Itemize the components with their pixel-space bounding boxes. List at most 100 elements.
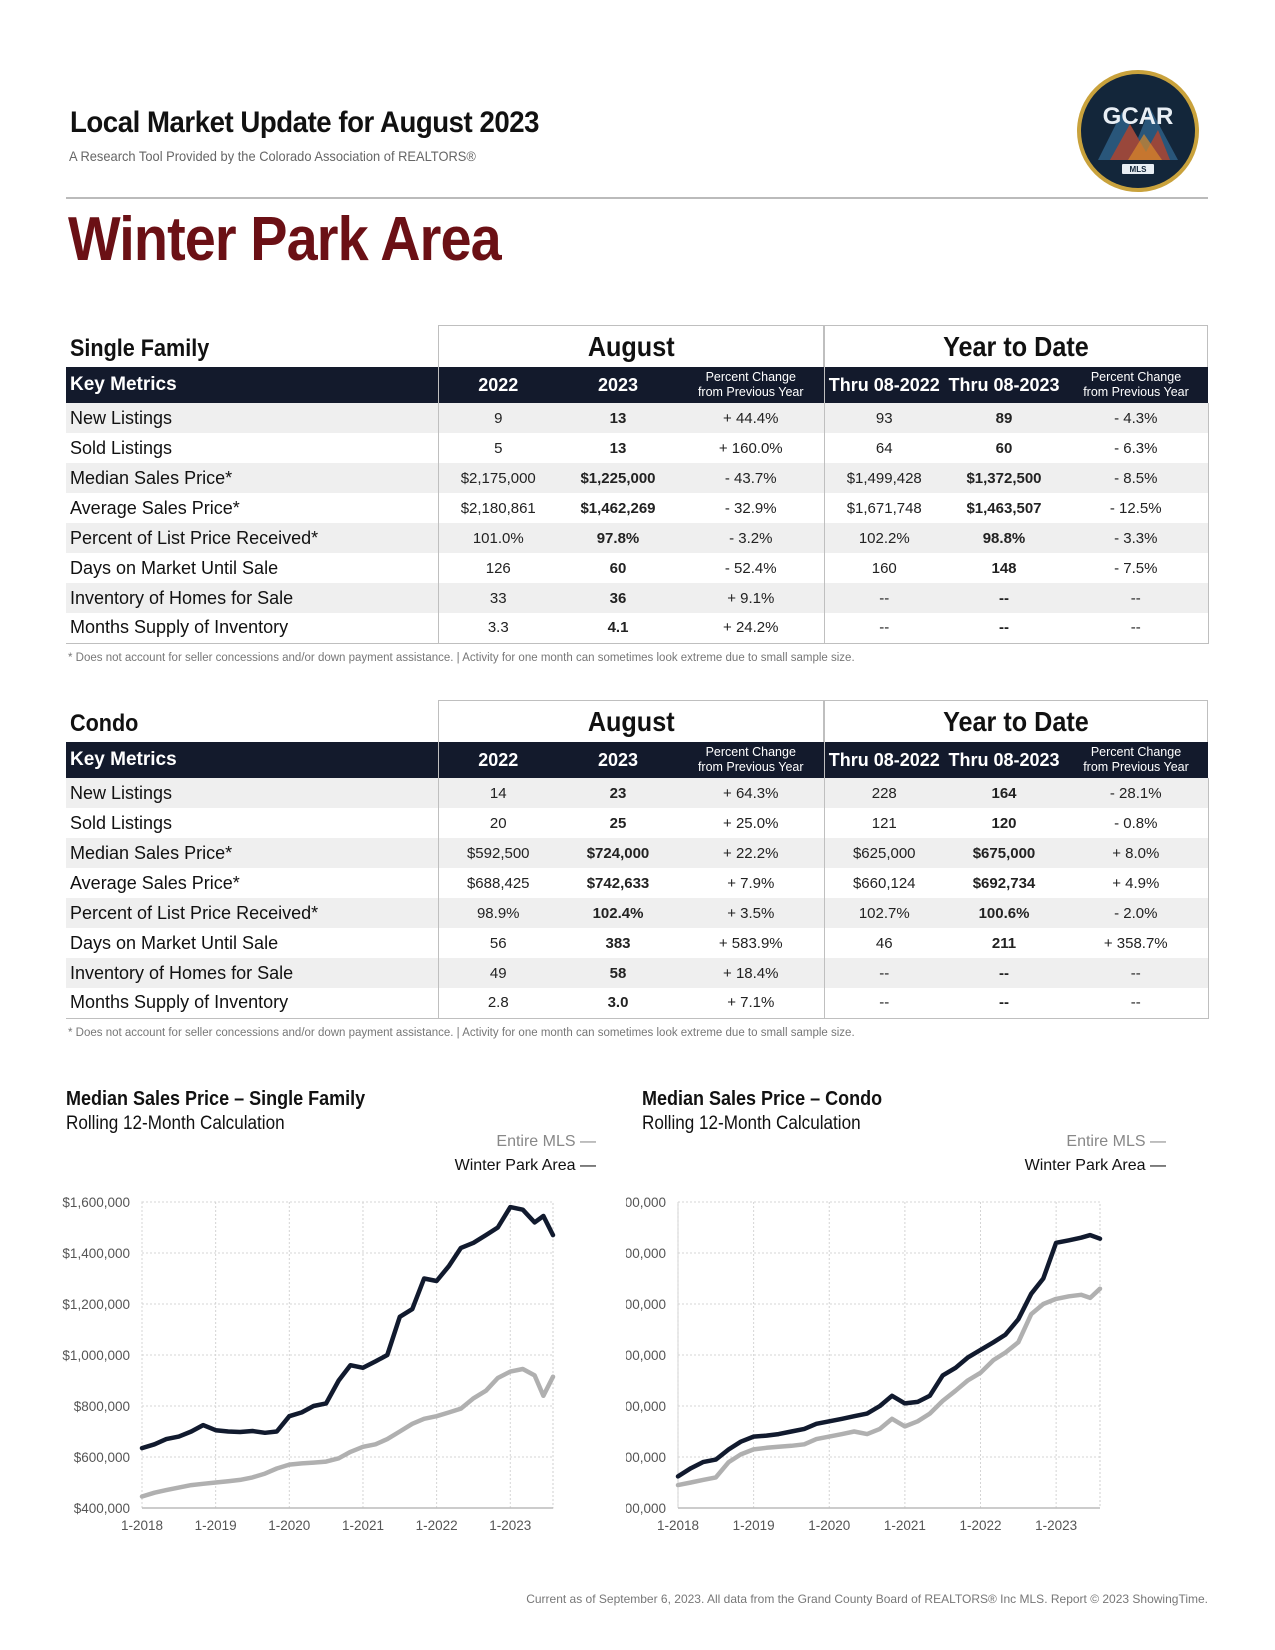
col-thru-2023: Thru 08-2023 <box>948 374 1060 395</box>
value-ytd-pct-change: -- <box>1064 988 1209 1019</box>
col-2022: 2022 <box>437 742 558 778</box>
value-thru-2023: 148 <box>991 559 1017 577</box>
table-row: Months Supply of Inventory 2.8 3.0 + 7.1% --… <box>66 988 1209 1019</box>
pct-line1: Percent Change <box>705 370 796 384</box>
value-thru-2023: 60 <box>995 439 1013 457</box>
value-2023: 23 <box>609 784 627 802</box>
x-tick-label: 1-2019 <box>195 1518 237 1533</box>
value-2023: 97.8% <box>596 529 640 547</box>
y-tick-label: $1,000,000 <box>62 1348 130 1363</box>
chart-legend: Entire MLS — Winter Park Area — <box>390 1130 596 1178</box>
value-thru-2023: $1,372,500 <box>966 469 1042 487</box>
period-month-label: August <box>587 330 675 362</box>
value-pct-change: + 3.5% <box>727 904 775 922</box>
y-tick-label: $200,000 <box>626 1501 666 1516</box>
value-ytd-pct-change: -- <box>1064 958 1209 988</box>
value-ytd-pct-change: - 0.8% <box>1064 808 1209 838</box>
table-header-row: Key Metrics 2022 2023 Percent Change from Pr… <box>66 742 1208 778</box>
value-2022: 101.0% <box>437 523 558 553</box>
value-thru-2022: 102.2% <box>823 523 944 553</box>
period-month: August <box>438 325 824 367</box>
y-tick-label: $1,200,000 <box>62 1297 130 1312</box>
value-thru-2022: 160 <box>823 553 944 583</box>
value-thru-2023: -- <box>944 613 1064 644</box>
series-line-entire-mls <box>139 1366 556 1499</box>
value-pct-change: - 32.9% <box>724 499 777 517</box>
x-tick-label: 1-2021 <box>342 1518 384 1533</box>
col-2023: 2023 <box>597 374 639 395</box>
y-tick-label: $400,000 <box>74 1501 130 1516</box>
value-ytd-pct-change: - 2.0% <box>1064 898 1209 928</box>
legend-entire-mls: Entire MLS — <box>1066 1133 1166 1150</box>
value-thru-2023: -- <box>999 589 1009 607</box>
table-row: Days on Market Until Sale 126 60 - 52.4% 160… <box>66 553 1209 583</box>
table-row: Percent of List Price Received* 98.9% 102.… <box>66 898 1209 928</box>
value-pct-change: + 9.1% <box>727 589 775 607</box>
x-tick-label: 1-2022 <box>416 1518 458 1533</box>
value-ytd-pct-change: - 3.3% <box>1064 523 1209 553</box>
logo-sub: MLS <box>1130 165 1148 174</box>
page-title: Local Market Update for August 2023 <box>70 106 540 139</box>
value-thru-2022: 228 <box>823 778 944 808</box>
value-2023: 36 <box>609 589 627 607</box>
table-row: Inventory of Homes for Sale 33 36 + 9.1% -- -… <box>66 583 1209 613</box>
metric-name: Days on Market Until Sale <box>70 557 279 578</box>
table-row: Median Sales Price* $2,175,000 $1,225,000 -… <box>66 463 1209 493</box>
value-pct-change: + 25.0% <box>723 814 779 832</box>
value-thru-2022: 102.7% <box>823 898 944 928</box>
value-ytd-pct-change: + 358.7% <box>1064 928 1209 958</box>
x-tick-label: 1-2020 <box>808 1518 850 1533</box>
table-footnote: * Does not account for seller concession… <box>68 1026 855 1039</box>
y-tick-label: $1,600,000 <box>62 1195 130 1210</box>
table-header-row: Key Metrics 2022 2023 Percent Change from Pr… <box>66 367 1208 403</box>
value-2023: $1,462,269 <box>580 499 656 517</box>
value-2023: 60 <box>609 559 627 577</box>
col-ytd-pct-change: Percent Change from Previous Year <box>1064 367 1208 403</box>
value-pct-change: - 52.4% <box>724 559 777 577</box>
y-tick-label: $600,000 <box>74 1450 130 1465</box>
value-ytd-pct-change: - 4.3% <box>1064 403 1209 433</box>
value-2023: 58 <box>609 964 627 982</box>
period-ytd: Year to Date <box>824 700 1208 742</box>
col-thru-2022: Thru 08-2022 <box>823 742 944 778</box>
page-subtitle: A Research Tool Provided by the Colorado… <box>69 148 476 164</box>
value-ytd-pct-change: + 4.9% <box>1064 868 1209 898</box>
table-row: Months Supply of Inventory 3.3 4.1 + 24.2% -… <box>66 613 1209 644</box>
value-pct-change: + 7.1% <box>678 988 824 1019</box>
value-thru-2023: 98.8% <box>982 529 1026 547</box>
chart-plot-condo: $200,000 $300,000 $400,000 $500,000 $600,000… <box>626 1195 1103 1533</box>
metric-name: Inventory of Homes for Sale <box>70 962 294 983</box>
value-thru-2022: -- <box>823 613 944 644</box>
col-2022: 2022 <box>437 367 558 403</box>
plot-area <box>677 1201 1101 1509</box>
metric-name: Days on Market Until Sale <box>70 932 279 953</box>
x-tick-label: 1-2019 <box>733 1518 775 1533</box>
chart-title: Median Sales Price – Condo <box>642 1088 883 1110</box>
period-ytd-label: Year to Date <box>943 330 1089 362</box>
legend-winter-park: Winter Park Area — <box>1024 1157 1166 1174</box>
value-thru-2022: -- <box>823 988 944 1019</box>
value-pct-change: + 44.4% <box>723 409 779 427</box>
metric-name: Median Sales Price* <box>70 467 233 488</box>
period-month: August <box>438 700 824 742</box>
value-2022: 5 <box>437 433 558 463</box>
page-footer: Current as of September 6, 2023. All dat… <box>526 1592 1208 1606</box>
col-pct-change: Percent Change from Previous Year <box>678 742 824 778</box>
chart-condo: Median Sales Price – Condo Rolling 12-Mo… <box>642 1088 1202 1135</box>
x-tick-label: 1-2021 <box>884 1518 926 1533</box>
value-thru-2023: $1,463,507 <box>966 499 1042 517</box>
chart-plot-single-family: $400,000 $600,000 $800,000 $1,000,000 $1,200… <box>62 1195 556 1533</box>
header-divider <box>66 197 1208 199</box>
table-row: Percent of List Price Received* 101.0% 97.… <box>66 523 1209 553</box>
y-tick-label: $700,000 <box>626 1246 666 1261</box>
value-2022: 2.8 <box>437 988 558 1019</box>
value-pct-change: + 22.2% <box>723 844 779 862</box>
value-thru-2022: 46 <box>823 928 944 958</box>
value-thru-2023: 120 <box>991 814 1017 832</box>
legend-winter-park: Winter Park Area — <box>454 1157 596 1174</box>
metrics-table: Key Metrics 2022 2023 Percent Change from Pr… <box>66 367 1209 644</box>
table-row: New Listings 9 13 + 44.4% 93 89 - 4.3% <box>66 403 1209 433</box>
value-2022: $2,175,000 <box>437 463 558 493</box>
value-2022: 98.9% <box>437 898 558 928</box>
y-tick-label: $500,000 <box>626 1348 666 1363</box>
